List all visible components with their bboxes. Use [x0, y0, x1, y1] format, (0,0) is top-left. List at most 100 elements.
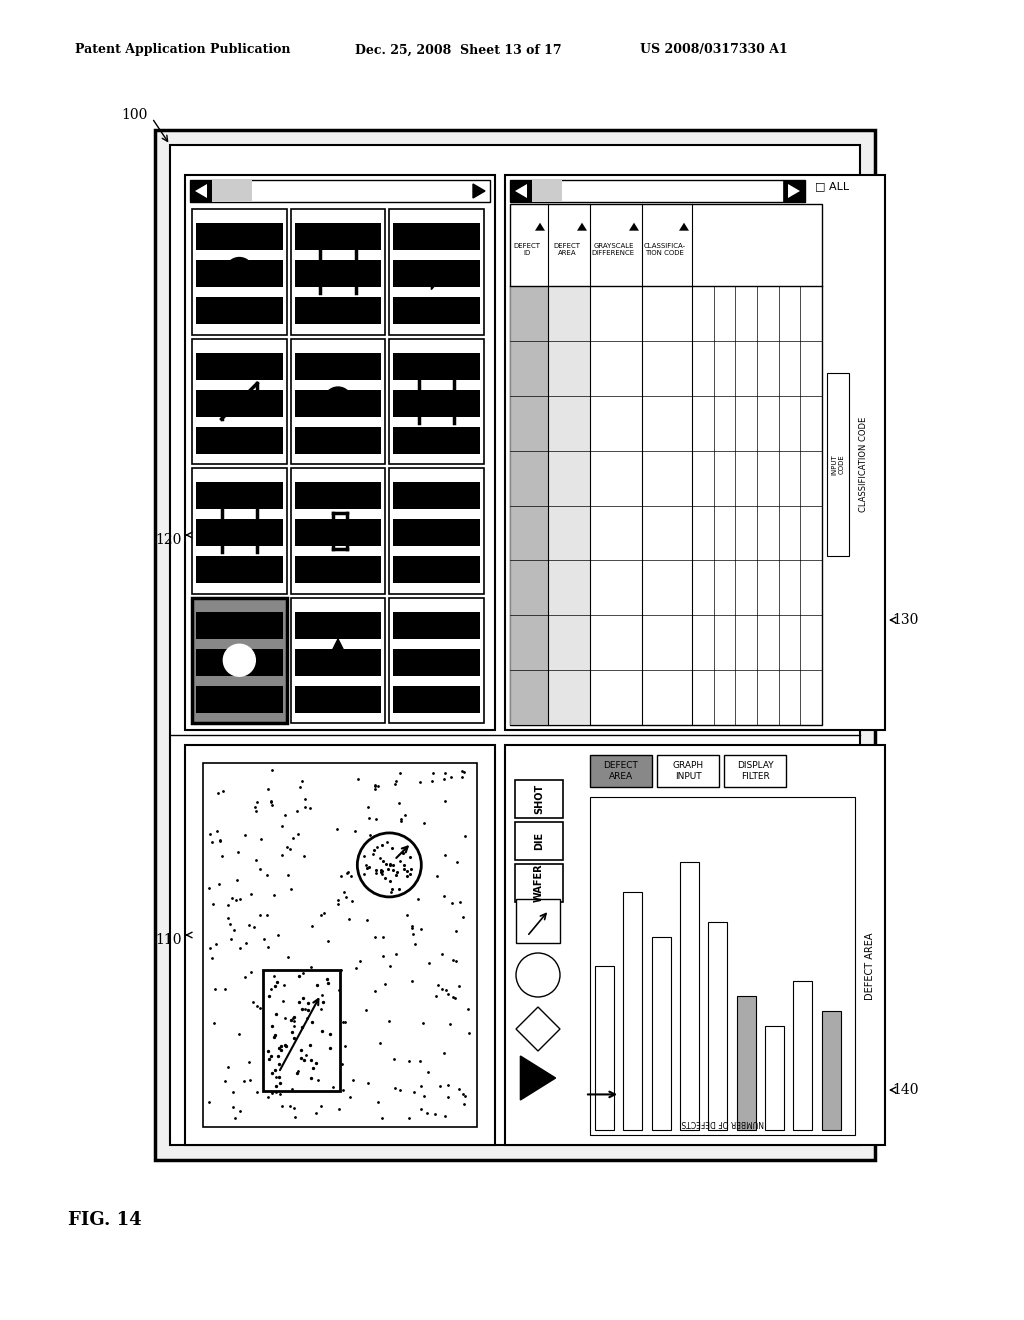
Bar [393, 482, 480, 510]
Bar [196, 260, 283, 288]
Text: Patent Application Publication: Patent Application Publication [75, 44, 291, 57]
Circle shape [225, 257, 254, 286]
Point [316, 903, 333, 924]
Point [285, 1022, 301, 1043]
Bar [393, 260, 480, 288]
Point [245, 991, 261, 1012]
Point [274, 1096, 291, 1117]
Point [399, 904, 416, 925]
Bar [651, 937, 671, 1130]
Point [335, 1080, 351, 1101]
Point [385, 859, 401, 880]
Point [201, 1092, 217, 1113]
Point [460, 998, 476, 1019]
Point [262, 978, 279, 999]
Text: □ ALL: □ ALL [815, 181, 849, 191]
Bar [291, 209, 385, 334]
Point [251, 904, 267, 925]
Point [202, 824, 218, 845]
Point [260, 779, 276, 800]
Point [360, 796, 377, 817]
Bar [510, 286, 548, 725]
Bar [532, 180, 562, 202]
Bar [190, 180, 490, 202]
Bar [510, 180, 532, 202]
Point [368, 862, 384, 883]
Point [412, 1051, 428, 1072]
Point [403, 915, 420, 936]
Polygon shape [577, 223, 587, 231]
Point [451, 1078, 467, 1100]
Text: NUMBER OF DEFECTS: NUMBER OF DEFECTS [681, 1118, 764, 1127]
Point [219, 1056, 236, 1077]
Bar [590, 755, 652, 787]
Point [371, 775, 387, 796]
Polygon shape [629, 223, 639, 231]
Point [344, 891, 360, 912]
Text: INPUT
CODE: INPUT CODE [831, 454, 845, 475]
Point [334, 1053, 350, 1074]
Point [389, 862, 406, 883]
Point [331, 1098, 347, 1119]
Point [249, 791, 265, 812]
Point [415, 1012, 431, 1034]
Point [207, 979, 223, 1001]
Bar [196, 686, 283, 713]
Point [427, 1104, 443, 1125]
Point [425, 763, 441, 784]
Point [308, 1102, 325, 1123]
Point [211, 874, 227, 895]
Point [388, 771, 404, 792]
Point [266, 1024, 283, 1045]
Point [226, 1107, 243, 1129]
Point [329, 818, 345, 840]
Point [434, 944, 451, 965]
Bar [515, 780, 563, 818]
Point [315, 991, 332, 1012]
Bar [291, 469, 385, 594]
Text: 130: 130 [892, 612, 919, 627]
Point [271, 1038, 288, 1059]
Point [274, 816, 291, 837]
Point [302, 1068, 318, 1089]
Point [295, 987, 311, 1008]
Point [395, 854, 412, 875]
Text: FIG. 14: FIG. 14 [69, 1210, 141, 1229]
Polygon shape [679, 223, 689, 231]
Point [224, 1096, 241, 1117]
Point [271, 1072, 288, 1093]
Point [437, 979, 454, 1001]
Text: DIE: DIE [534, 832, 544, 850]
Point [286, 1027, 302, 1048]
Point [300, 991, 316, 1012]
Circle shape [516, 953, 560, 997]
Point [386, 774, 402, 795]
Bar [291, 338, 385, 465]
Point [455, 907, 471, 928]
Point [204, 948, 220, 969]
Point [384, 879, 400, 900]
Point [410, 888, 426, 909]
Point [237, 966, 253, 987]
Point [399, 866, 416, 887]
Point [461, 1023, 477, 1044]
Point [352, 950, 369, 972]
Bar [393, 352, 480, 380]
Point [296, 1049, 312, 1071]
Point [209, 820, 225, 841]
Point [225, 919, 242, 940]
Bar [196, 426, 283, 454]
Point [452, 892, 468, 913]
Point [367, 840, 383, 861]
Bar [510, 205, 822, 725]
Point [337, 1011, 353, 1032]
Point [285, 1007, 301, 1028]
Point [310, 1069, 327, 1090]
Point [294, 771, 310, 792]
Point [382, 854, 398, 875]
Point [393, 810, 410, 832]
Point [256, 928, 272, 949]
Point [374, 1107, 390, 1129]
Bar [196, 612, 283, 639]
Point [260, 936, 276, 957]
